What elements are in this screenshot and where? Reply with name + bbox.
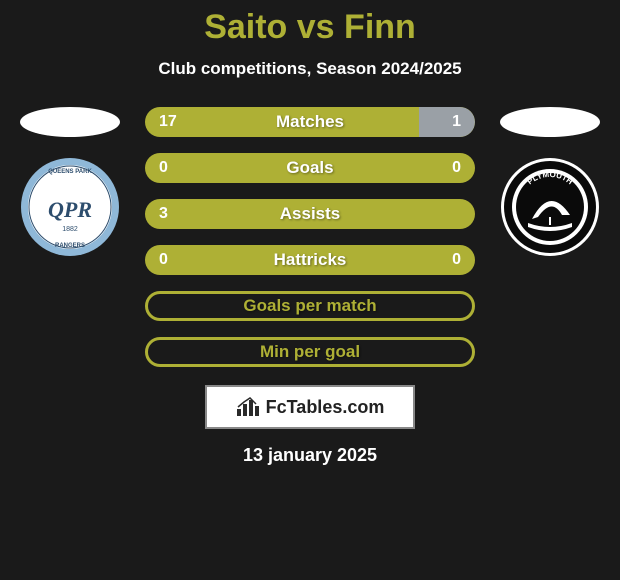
svg-text:RANGERS: RANGERS — [55, 243, 85, 249]
stat-fill-right — [419, 107, 475, 137]
stat-value-right: 1 — [452, 113, 461, 131]
stat-label: Goals — [286, 158, 333, 178]
stat-value-right: 0 — [452, 159, 461, 177]
stat-label: Goals per match — [243, 296, 376, 316]
stat-label: Assists — [280, 204, 340, 224]
stat-bar-min-per-goal: Min per goal — [145, 337, 475, 367]
plymouth-badge-icon: PLYMOUTH — [500, 157, 600, 257]
date-text: 13 january 2025 — [0, 445, 620, 466]
stat-value-left: 17 — [159, 113, 177, 131]
season-subtitle: Club competitions, Season 2024/2025 — [0, 59, 620, 79]
qpr-badge-icon: QUEENS PARK RANGERS QPR 1882 — [20, 157, 120, 257]
club-badge-left: QUEENS PARK RANGERS QPR 1882 — [20, 157, 120, 257]
svg-text:1882: 1882 — [62, 226, 78, 233]
player1-avatar-placeholder — [20, 107, 120, 137]
branding-badge: FcTables.com — [205, 385, 415, 429]
stat-label: Min per goal — [260, 342, 360, 362]
comparison-title: Saito vs Finn — [0, 8, 620, 47]
club-badge-right: PLYMOUTH — [500, 157, 600, 257]
stat-bar-goals: 0 0 Goals — [145, 153, 475, 183]
vs-text: vs — [297, 8, 335, 46]
player2-name: Finn — [344, 8, 416, 46]
infographic-root: Saito vs Finn Club competitions, Season … — [0, 0, 620, 466]
main-row: QUEENS PARK RANGERS QPR 1882 17 1 Matches 0… — [0, 107, 620, 367]
svg-text:QUEENS PARK: QUEENS PARK — [48, 169, 92, 175]
stats-column: 17 1 Matches 0 0 Goals 3 Assists 0 0 Hattricks Goal… — [145, 107, 475, 367]
stat-bar-assists: 3 Assists — [145, 199, 475, 229]
right-column: PLYMOUTH — [495, 107, 605, 257]
left-column: QUEENS PARK RANGERS QPR 1882 — [15, 107, 125, 257]
player2-avatar-placeholder — [500, 107, 600, 137]
stat-value-right: 0 — [452, 251, 461, 269]
stat-bar-goals-per-match: Goals per match — [145, 291, 475, 321]
branding-text: FcTables.com — [266, 397, 385, 418]
qpr-monogram: QPR — [48, 197, 92, 222]
stat-label: Hattricks — [274, 250, 347, 270]
stat-bar-hattricks: 0 0 Hattricks — [145, 245, 475, 275]
stat-bar-matches: 17 1 Matches — [145, 107, 475, 137]
chart-icon — [236, 397, 260, 417]
stat-value-left: 0 — [159, 159, 168, 177]
stat-value-left: 0 — [159, 251, 168, 269]
stat-label: Matches — [276, 112, 344, 132]
stat-value-left: 3 — [159, 205, 168, 223]
player1-name: Saito — [204, 8, 287, 46]
